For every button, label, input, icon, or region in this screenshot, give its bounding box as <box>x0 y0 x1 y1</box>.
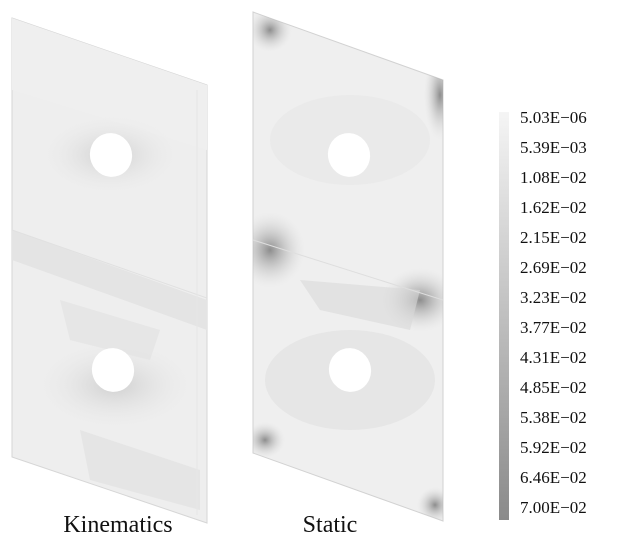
static-plate <box>252 11 444 522</box>
colorbar-tick-label: 4.85E−02 <box>520 378 587 397</box>
colorbar-tick-label: 4.31E−02 <box>520 348 587 367</box>
colorbar-tick-label: 3.77E−02 <box>520 318 587 337</box>
kinematics-upper-hole <box>89 133 133 177</box>
colorbar-tick-label: 5.03E−06 <box>520 108 587 127</box>
colorbar-tick-label: 1.08E−02 <box>520 168 587 187</box>
kinematics-label: Kinematics <box>63 512 173 538</box>
colorbar-tick-label: 3.23E−02 <box>520 288 587 307</box>
colorbar-gradient <box>499 112 509 520</box>
colorbar-tick-label: 1.62E−02 <box>520 198 587 217</box>
colorbar-tick-label: 2.69E−02 <box>520 258 587 277</box>
colorbar-tick-label: 5.38E−02 <box>520 408 587 427</box>
static-lower-hole <box>328 348 372 392</box>
colorbar-tick-labels: 5.03E−06 5.39E−03 1.08E−02 1.62E−02 2.15E−02… <box>520 108 619 520</box>
colorbar <box>499 112 509 520</box>
kinematics-plate <box>11 17 208 524</box>
colorbar-tick-label: 5.39E−03 <box>520 138 587 157</box>
colorbar-tick-label: 6.46E−02 <box>520 468 587 487</box>
static-upper-hole <box>327 133 371 177</box>
colorbar-tick-label: 7.00E−02 <box>520 498 587 517</box>
colorbar-tick-label: 2.15E−02 <box>520 228 587 247</box>
colorbar-tick-label: 5.92E−02 <box>520 438 587 457</box>
kinematics-lower-hole <box>91 348 135 392</box>
static-label: Static <box>302 512 358 538</box>
